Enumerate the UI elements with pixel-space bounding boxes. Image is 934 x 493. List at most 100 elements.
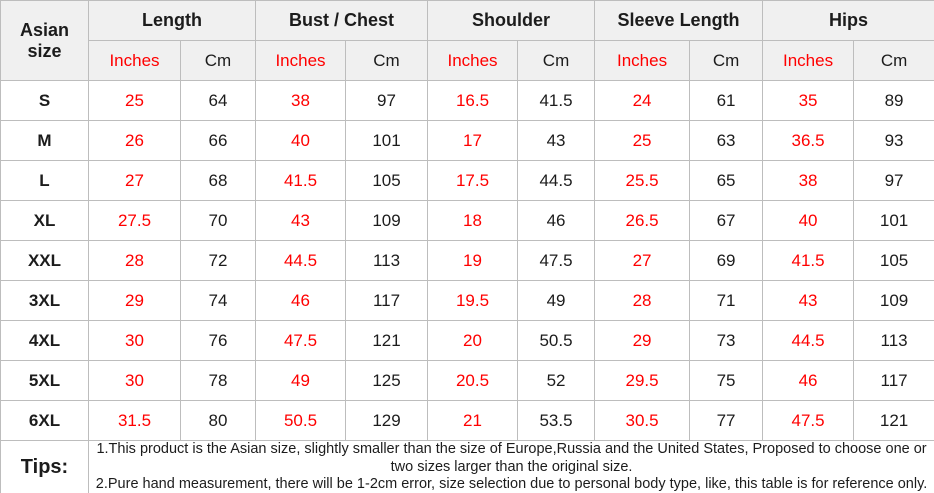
- measurement-cell: 19: [427, 240, 519, 281]
- measurement-cell: 41.5: [762, 240, 855, 281]
- measurement-cell: 74: [180, 280, 256, 321]
- group-header-bust-chest: Bust / Chest: [254, 0, 429, 41]
- measurement-cell: 113: [853, 320, 934, 361]
- measurement-cell: 17.5: [427, 160, 519, 201]
- measurement-cell: 28: [88, 240, 181, 281]
- measurement-cell: 16.5: [427, 80, 519, 121]
- unit-header-inches: Inches: [255, 40, 346, 81]
- measurement-cell: 97: [344, 80, 429, 121]
- measurement-cell: 26.5: [594, 200, 691, 241]
- measurement-cell: 29: [88, 280, 181, 321]
- size-row-xl: XL 27.5 70 43 109 18 46 26.5 67 40 101: [0, 200, 934, 241]
- tips-row: Tips: 1.This product is the Asian size, …: [0, 439, 934, 493]
- measurement-cell: 101: [344, 120, 429, 161]
- measurement-cell: 68: [180, 160, 256, 201]
- unit-header-inches: Inches: [88, 40, 181, 81]
- measurement-cell: 21: [427, 400, 519, 441]
- measurement-cell: 30: [88, 320, 181, 361]
- measurement-cell: 93: [853, 120, 934, 161]
- tips-label: Tips:: [0, 439, 89, 493]
- measurement-cell: 71: [689, 280, 764, 321]
- unit-header-cm: Cm: [517, 40, 596, 81]
- unit-header-cm: Cm: [853, 40, 934, 81]
- group-header-row: Asian size Length Bust / Chest Shoulder …: [0, 0, 934, 81]
- measurement-cell: 78: [180, 360, 256, 401]
- size-row-3xl: 3XL 29 74 46 117 19.5 49 28 71 43 109: [0, 280, 934, 321]
- measurement-cell: 44.5: [517, 160, 596, 201]
- measurement-cell: 44.5: [255, 240, 346, 281]
- size-row-6xl: 6XL 31.5 80 50.5 129 21 53.5 30.5 77 47.…: [0, 400, 934, 441]
- measurement-cell: 52: [517, 360, 596, 401]
- measurement-cell: 47.5: [517, 240, 596, 281]
- measurement-cell: 50.5: [517, 320, 596, 361]
- unit-header-cm: Cm: [689, 40, 764, 81]
- measurement-cell: 53.5: [517, 400, 596, 441]
- measurement-cell: 38: [762, 160, 855, 201]
- measurement-cell: 73: [689, 320, 764, 361]
- measurement-cell: 63: [689, 120, 764, 161]
- measurement-cell: 77: [689, 400, 764, 441]
- measurement-cell: 109: [344, 200, 429, 241]
- measurement-cell: 46: [255, 280, 346, 321]
- size-row-s: S 25 64 38 97 16.5 41.5 24 61 35 89: [0, 80, 934, 121]
- measurement-cell: 40: [762, 200, 855, 241]
- measurement-cell: 36.5: [762, 120, 855, 161]
- measurement-cell: 129: [344, 400, 429, 441]
- measurement-cell: 49: [255, 360, 346, 401]
- measurement-cell: 105: [344, 160, 429, 201]
- measurement-cell: 44.5: [762, 320, 855, 361]
- unit-header-inches: Inches: [762, 40, 855, 81]
- measurement-cell: 121: [344, 320, 429, 361]
- measurement-cell: 40: [255, 120, 346, 161]
- measurement-cell: 121: [853, 400, 934, 441]
- measurement-cell: 43: [517, 120, 596, 161]
- group-header-length: Length: [88, 0, 256, 41]
- measurement-cell: 105: [853, 240, 934, 281]
- group-header-hips: Hips: [762, 0, 934, 41]
- unit-header-cm: Cm: [344, 40, 429, 81]
- measurement-cell: 64: [180, 80, 256, 121]
- measurement-cell: 25.5: [594, 160, 691, 201]
- size-row-4xl: 4XL 30 76 47.5 121 20 50.5 29 73 44.5 11…: [0, 320, 934, 361]
- measurement-cell: 38: [255, 80, 346, 121]
- measurement-cell: 69: [689, 240, 764, 281]
- measurement-cell: 35: [762, 80, 855, 121]
- measurement-cell: 19.5: [427, 280, 519, 321]
- size-row-m: M 26 66 40 101 17 43 25 63 36.5 93: [0, 120, 934, 161]
- measurement-cell: 25: [594, 120, 691, 161]
- measurement-cell: 101: [853, 200, 934, 241]
- measurement-cell: 117: [853, 360, 934, 401]
- measurement-cell: 31.5: [88, 400, 181, 441]
- measurement-cell: 67: [689, 200, 764, 241]
- measurement-cell: 47.5: [762, 400, 855, 441]
- measurement-cell: 49: [517, 280, 596, 321]
- measurement-cell: 30.5: [594, 400, 691, 441]
- tips-text-cell: 1.This product is the Asian size, slight…: [87, 439, 934, 493]
- measurement-cell: 20: [427, 320, 519, 361]
- measurement-cell: 20.5: [427, 360, 519, 401]
- tips-line-2: 2.Pure hand measurement, there will be 1…: [95, 476, 928, 493]
- size-label-cell: 3XL: [0, 280, 89, 321]
- measurement-cell: 29: [594, 320, 691, 361]
- measurement-cell: 26: [88, 120, 181, 161]
- measurement-cell: 89: [853, 80, 934, 121]
- measurement-cell: 27: [88, 160, 181, 201]
- size-label-cell: M: [0, 120, 89, 161]
- measurement-cell: 41.5: [517, 80, 596, 121]
- measurement-cell: 76: [180, 320, 256, 361]
- measurement-cell: 17: [427, 120, 519, 161]
- size-row-5xl: 5XL 30 78 49 125 20.5 52 29.5 75 46 117: [0, 360, 934, 401]
- measurement-cell: 28: [594, 280, 691, 321]
- size-label-cell: S: [0, 80, 89, 121]
- unit-header-row: Inches Cm Inches Cm Inches Cm Inches Cm …: [1, 40, 934, 81]
- measurement-cell: 65: [689, 160, 764, 201]
- measurement-cell: 113: [344, 240, 429, 281]
- measurement-cell: 18: [427, 200, 519, 241]
- size-label-cell: XL: [0, 200, 89, 241]
- measurement-cell: 43: [762, 280, 855, 321]
- measurement-cell: 47.5: [255, 320, 346, 361]
- size-label-cell: 5XL: [0, 360, 89, 401]
- measurement-cell: 109: [853, 280, 934, 321]
